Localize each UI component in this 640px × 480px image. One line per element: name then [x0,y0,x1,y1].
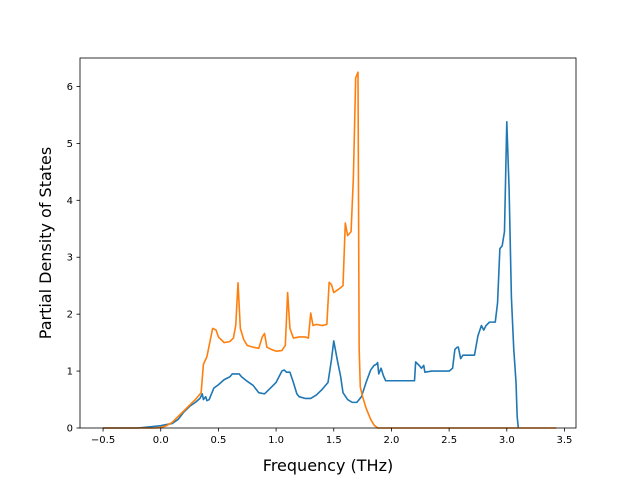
y-tick-label: 4 [67,196,73,207]
y-axis: 0 1 2 3 4 5 6 [67,82,80,435]
x-tick-label: −0.5 [91,435,115,446]
x-tick-label: 3.5 [557,435,573,446]
x-tick-label: 0.5 [210,435,226,446]
plot-frame [79,57,577,429]
series-line-1 [103,120,520,429]
x-tick-label: 2.5 [441,435,457,446]
y-tick-label: 3 [67,253,73,264]
x-tick-label: 1.5 [326,435,342,446]
y-tick-label: 0 [67,424,73,435]
x-tick-label: 1.0 [268,435,284,446]
y-axis-label: Partial Density of States [36,147,55,339]
series-layer [103,71,557,429]
y-tick-label: 5 [67,139,73,150]
x-tick-label: 2.0 [383,435,399,446]
y-tick-label: 1 [67,367,73,378]
x-axis: −0.5 0.0 0.5 1.0 1.5 2.0 2.5 3.0 3.5 [91,428,572,446]
y-tick-label: 6 [67,82,73,93]
x-axis-label: Frequency (THz) [263,456,393,475]
y-tick-label: 2 [67,310,73,321]
x-tick-label: 0.0 [153,435,169,446]
series-line-2 [103,71,557,429]
x-tick-label: 3.0 [499,435,515,446]
